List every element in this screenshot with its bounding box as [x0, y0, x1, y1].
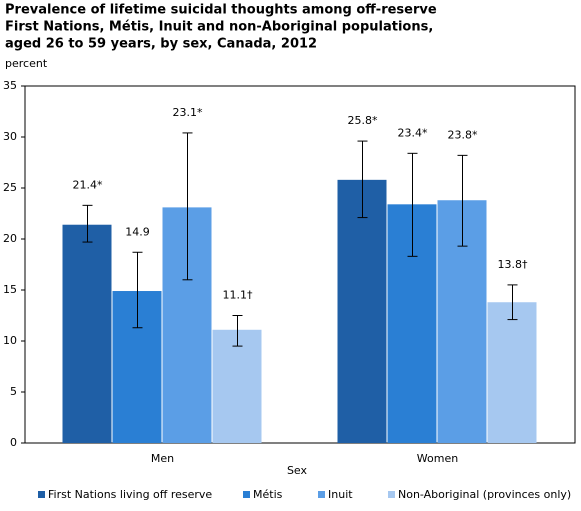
chart-title: Prevalence of lifetime suicidal thoughts…: [5, 3, 437, 18]
value-label: 14.9: [125, 225, 150, 238]
x-tick-label: Women: [417, 452, 458, 465]
legend-swatch: [388, 491, 395, 498]
x-tick-label: Men: [151, 452, 174, 465]
y-tick-label: 35: [3, 79, 17, 92]
y-tick-label: 15: [3, 283, 17, 296]
legend-swatch: [243, 491, 250, 498]
plot-frame: [24, 85, 576, 444]
legend-label: Non-Aboriginal (provinces only): [398, 488, 571, 501]
y-tick-label: 5: [10, 385, 17, 398]
y-axis-label: percent: [5, 57, 48, 70]
value-label: 25.8*: [348, 114, 378, 127]
value-label: 23.4*: [398, 126, 428, 139]
bar: [487, 302, 537, 443]
bar: [212, 329, 262, 443]
value-label: 11.1†: [223, 289, 253, 302]
legend-label: First Nations living off reserve: [48, 488, 212, 501]
y-tick-label: 25: [3, 181, 17, 194]
legend-label: Métis: [253, 488, 283, 501]
y-tick-label: 30: [3, 130, 17, 143]
y-tick-label: 0: [10, 436, 17, 449]
y-tick-label: 20: [3, 232, 17, 245]
value-label: 23.8*: [448, 128, 478, 141]
bar: [62, 224, 112, 443]
value-label: 23.1*: [173, 106, 203, 119]
x-axis-label: Sex: [287, 464, 308, 477]
bar: [337, 179, 387, 443]
legend-swatch: [318, 491, 325, 498]
legend-label: Inuit: [328, 488, 353, 501]
value-label: 21.4*: [73, 178, 103, 191]
legend-swatch: [38, 491, 45, 498]
chart-title: First Nations, Métis, Inuit and non-Abor…: [5, 20, 433, 35]
y-tick-label: 10: [3, 334, 17, 347]
chart-title: aged 26 to 59 years, by sex, Canada, 201…: [5, 37, 317, 52]
value-label: 13.8†: [498, 258, 528, 271]
